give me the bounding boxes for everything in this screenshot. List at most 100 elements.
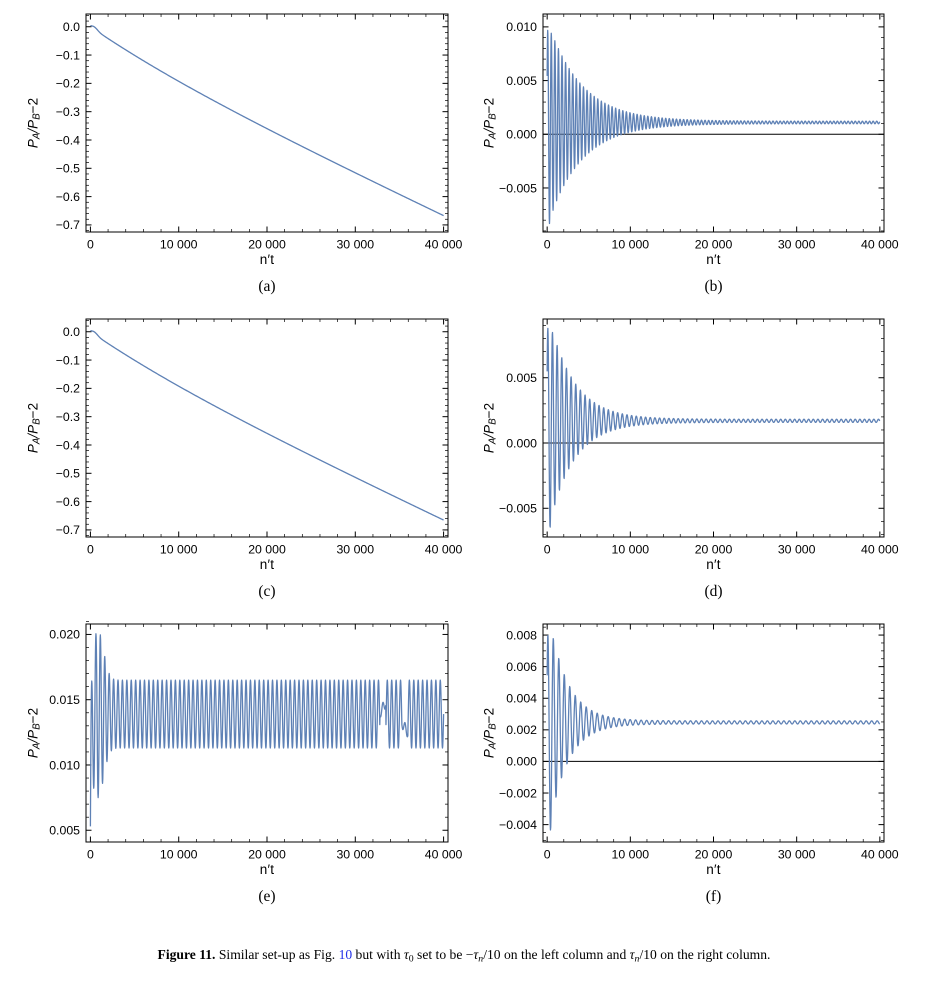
figure-caption: Figure 11. Similar set-up as Fig. 10 but… [20,946,908,966]
y-tick-label: 0.010 [506,20,537,34]
y-tick-label: 0.000 [506,436,537,450]
series-line [546,29,881,225]
x-tick-label: 30 000 [778,848,816,862]
text-subscript: n [478,953,484,965]
plot-canvas-e: 0 10 000 20 000 30 000 40 000 0.020 0.015 0.010… [49,621,463,862]
fig-10-link[interactable]: 10 [338,947,353,962]
text-segment: τ [403,947,409,962]
text-segment: P [481,729,497,739]
text-segment: −2 [481,707,497,724]
text-segment: −2 [481,402,497,419]
text-segment: −2 [25,707,41,724]
text-subscript: A [487,437,499,445]
x-tick-label: 20 000 [248,848,286,862]
text-segment: −2 [25,97,41,114]
y-tick-label: −0.4 [56,133,80,147]
y-tick-label: −0.005 [499,502,537,516]
x-tick-label: 40 000 [425,848,463,862]
x-tick-label: 20 000 [695,238,733,252]
subplot-b: 0 10 000 20 000 30 000 40 000 0.010 0.005 0.000… [464,0,928,300]
y-tick-label: 0.005 [49,824,80,838]
text-segment: −2 [25,402,41,419]
x-tick-label: 40 000 [861,848,899,862]
y-tick-label: −0.2 [56,382,80,396]
y-tick-label: −0.4 [56,438,80,452]
x-tick-label: 0 [544,848,551,862]
figure-row-2: 0 10 000 20 000 30 000 40 000 0.0 −0.1 −0.2 −0.3… [0,305,928,605]
x-tick-label: 10 000 [612,848,650,862]
text-segment: P [25,749,41,759]
figure-11: 0 10 000 20 000 30 000 40 000 0.0 −0.1 −0.2 −0.3… [0,0,928,910]
y-tick-label: −0.004 [499,818,537,832]
y-tick-label: −0.5 [56,467,80,481]
subplot-f: 0 10 000 20 000 30 000 40 000 0.008 0.006 0.004… [464,610,928,910]
y-tick-label: 0.0 [63,325,80,339]
x-tick-label: 0 [87,543,94,557]
subplot-letter-e: (e) [258,888,276,905]
series-line [546,327,881,528]
text-segment: Similar set-up as Fig. [215,947,339,962]
plot-canvas-a: 0 10 000 20 000 30 000 40 000 0.0 −0.1 −0.2 −0.3… [56,13,463,252]
text-segment: P [25,729,41,739]
y-tick-label: −0.005 [499,181,537,195]
subplot-letter-d: (d) [704,583,723,600]
x-tick-label: 40 000 [861,543,899,557]
x-tick-label: 0 [544,543,551,557]
text-segment: set to be − [413,947,474,962]
y-axis-label-b: PA/PB−2 [481,98,498,148]
text-subscript: A [487,132,499,140]
subplot-letter-c: (c) [258,583,276,600]
x-axis-label-b: n′t [706,252,721,267]
x-tick-label: 30 000 [336,543,374,557]
x-tick-label: 10 000 [160,238,198,252]
y-axis-label-d: PA/PB−2 [481,403,498,453]
text-segment: P [481,444,497,454]
y-tick-label: 0.005 [506,371,537,385]
x-tick-label: 10 000 [612,543,650,557]
y-axis-label-e: PA/PB−2 [25,708,42,758]
figure-row-1: 0 10 000 20 000 30 000 40 000 0.0 −0.1 −0.2 −0.3… [0,0,928,300]
subplot-letter-f: (f) [705,888,722,905]
text-segment: P [481,139,497,149]
y-axis-label-c: PA/PB−2 [25,403,42,453]
x-tick-label: 40 000 [425,238,463,252]
plot-canvas-c: 0 10 000 20 000 30 000 40 000 0.0 −0.1 −0.2 −0.3… [56,318,463,557]
y-tick-label: −0.3 [56,105,80,119]
subplot-letter-a: (a) [258,278,276,295]
plot-canvas-b: 0 10 000 20 000 30 000 40 000 0.010 0.005 0.000… [499,13,899,252]
text-segment: τ [629,947,635,962]
text-subscript: A [31,132,43,140]
y-tick-label: 0.004 [506,692,537,706]
y-tick-label: 0.002 [506,723,537,737]
plot-frame [85,13,449,233]
text-segment: τ [473,947,479,962]
plot-frame [542,623,885,843]
y-tick-label: −0.2 [56,77,80,91]
plot-frame [542,318,885,538]
text-segment: / [481,128,497,133]
text-subscript: B [31,723,43,730]
y-tick-label: −0.7 [56,218,80,232]
text-segment: P [25,444,41,454]
y-tick-label: 0.010 [49,758,80,772]
y-axis-label-a: PA/PB−2 [25,98,42,148]
y-tick-label: 0.0 [63,20,80,34]
x-tick-label: 40 000 [861,238,899,252]
x-axis-label-d: n′t [706,557,721,572]
text-segment: P [481,749,497,759]
text-segment: P [25,139,41,149]
series-line [89,633,445,827]
x-tick-label: 40 000 [425,543,463,557]
text-subscript: B [487,418,499,425]
text-segment: / [25,433,41,438]
x-tick-label: 20 000 [248,543,286,557]
text-subscript: n [634,953,640,965]
text-segment: but with [352,947,404,962]
text-segment: /10 on the left column and [483,947,630,962]
y-tick-label: 0.005 [506,74,537,88]
text-segment: / [481,738,497,743]
text-subscript: A [487,742,499,750]
x-tick-label: 20 000 [695,543,733,557]
subplot-c: 0 10 000 20 000 30 000 40 000 0.0 −0.1 −0.2 −0.3… [0,305,464,605]
text-subscript: B [31,113,43,120]
